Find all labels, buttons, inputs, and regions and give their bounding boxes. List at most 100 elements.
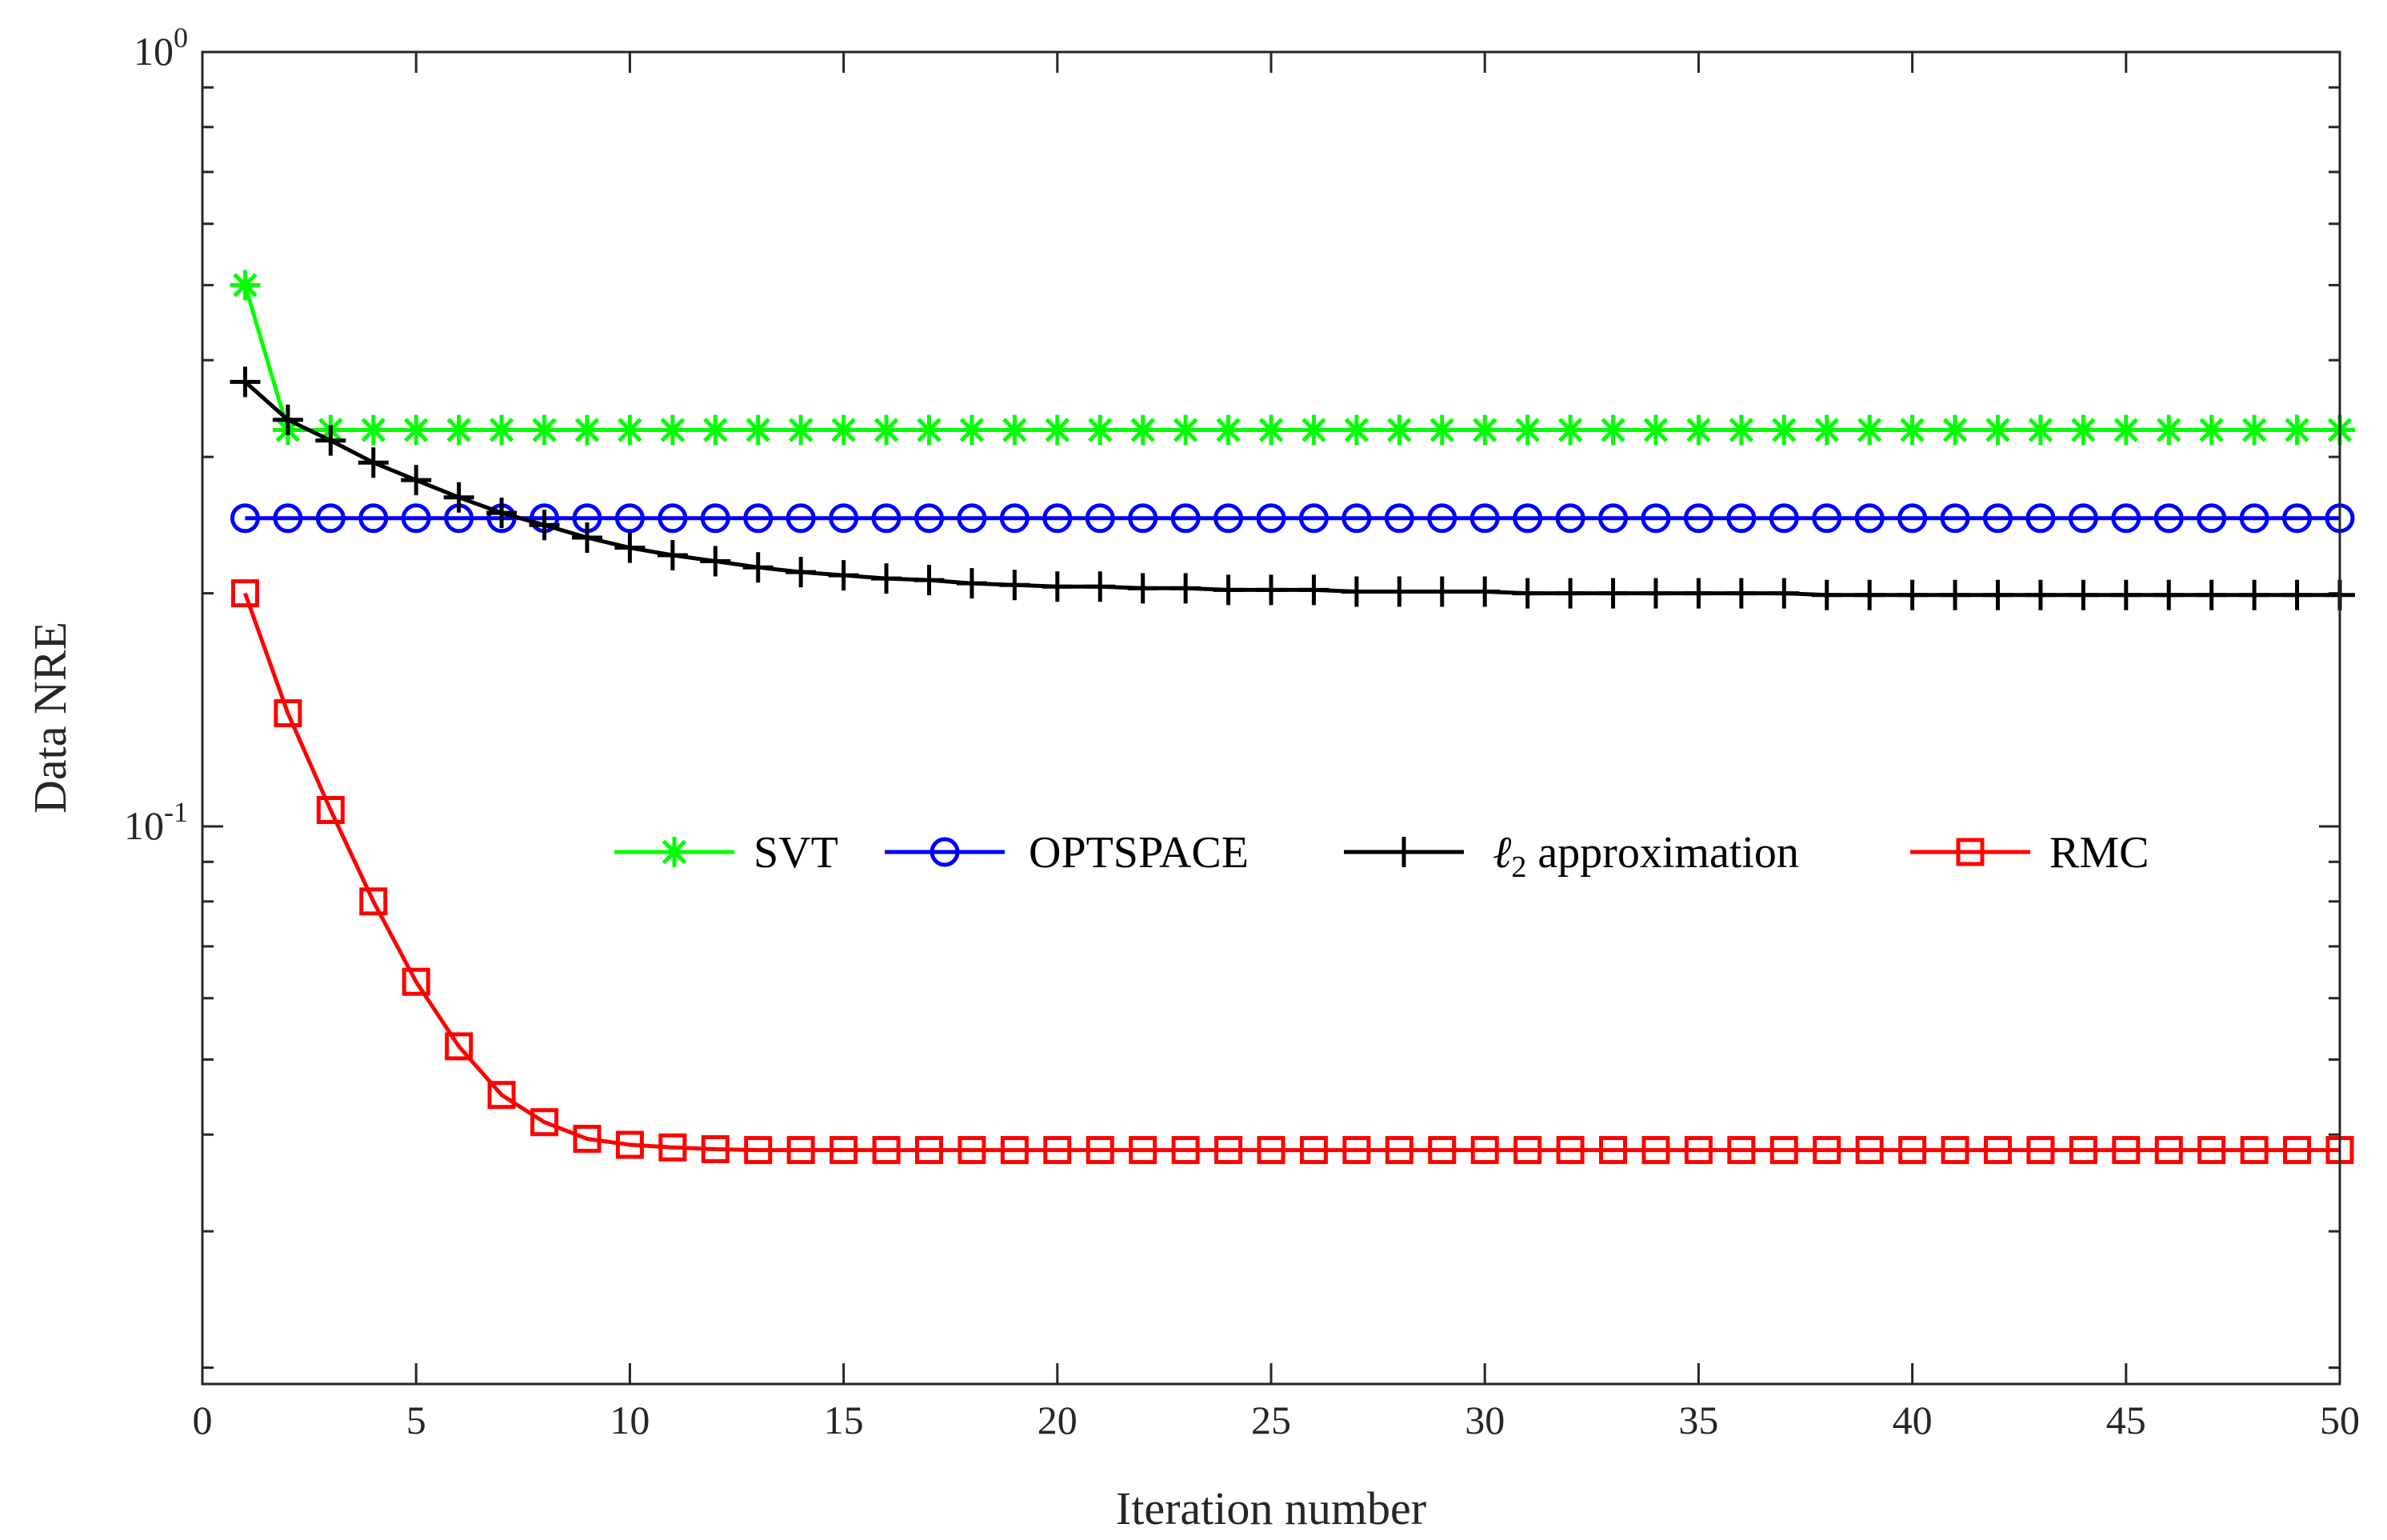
y-tick-base: 10	[134, 29, 174, 74]
legend-label-text: RMC	[2049, 828, 2149, 878]
data-point-square	[1941, 1136, 1969, 1165]
data-point-square	[958, 1136, 986, 1165]
legend-entry: RMC	[1910, 828, 2149, 878]
data-point-plus	[1811, 579, 1842, 610]
data-point-square	[1385, 1136, 1413, 1165]
data-point-square	[316, 795, 345, 824]
data-point-plus	[2110, 579, 2141, 610]
data-point-circle	[1982, 503, 2013, 534]
series-svt	[230, 270, 2355, 446]
data-point-asterisk	[1897, 414, 1928, 446]
data-point-plus	[956, 568, 987, 599]
data-point-circle	[1641, 503, 1671, 534]
data-point-plus	[914, 565, 945, 596]
data-point-plus	[1640, 578, 1671, 609]
data-point-circle	[2153, 503, 2184, 534]
data-point-square	[1299, 1136, 1328, 1165]
x-axis-label: Iteration number	[1116, 1482, 1426, 1534]
data-point-square	[445, 1032, 474, 1061]
x-tick-label: 15	[824, 1398, 864, 1442]
data-point-plus	[1597, 578, 1629, 609]
data-point-plus	[1256, 574, 1286, 606]
data-point-square	[744, 1136, 773, 1165]
data-point-plus	[529, 510, 560, 541]
legend-marker-circle	[930, 837, 960, 867]
data-point-circle	[315, 503, 346, 534]
data-point-square	[1813, 1136, 1841, 1165]
data-point-plus	[272, 404, 303, 435]
data-point-square	[1428, 1136, 1457, 1165]
data-point-square	[786, 1136, 815, 1165]
data-point-plus	[657, 539, 688, 570]
legend-label-subscript: 2	[1511, 850, 1526, 884]
data-point-circle	[1683, 503, 1713, 534]
data-point-circle	[2068, 503, 2098, 534]
data-point-plus	[2153, 579, 2185, 610]
legend-entry: SVT	[614, 828, 838, 878]
data-point-square	[1983, 1136, 2012, 1165]
data-point-asterisk	[1256, 414, 1286, 446]
data-point-plus	[786, 557, 817, 588]
data-point-square	[2112, 1136, 2141, 1165]
data-point-square	[2283, 1136, 2312, 1165]
data-point-plus	[1341, 576, 1372, 607]
data-point-circle	[914, 503, 944, 534]
data-point-square	[914, 1136, 943, 1165]
data-point-square	[1599, 1136, 1628, 1165]
data-point-circle	[999, 503, 1030, 534]
data-point-asterisk	[1683, 414, 1714, 446]
data-point-asterisk	[2025, 414, 2056, 446]
y-tick-exponent: -1	[164, 796, 188, 828]
data-point-circle	[1085, 503, 1115, 534]
legend-label-text: ℓ	[1493, 828, 1512, 878]
data-point-asterisk	[786, 414, 817, 446]
legend-entry: OPTSPACE	[885, 828, 1249, 878]
x-tick-label: 10	[610, 1398, 650, 1442]
data-point-asterisk	[230, 270, 261, 301]
data-point-plus	[2025, 579, 2056, 610]
data-point-circle	[1170, 503, 1201, 534]
plot-area	[202, 52, 2340, 1384]
y-tick-exponent: 0	[174, 22, 188, 54]
data-point-square	[701, 1134, 730, 1163]
data-point-circle	[2282, 503, 2313, 534]
data-point-plus	[1897, 579, 1928, 610]
data-point-square	[872, 1136, 901, 1165]
data-point-circle	[1042, 503, 1073, 534]
data-point-plus	[230, 366, 261, 398]
data-point-square	[2154, 1136, 2183, 1165]
data-point-square	[1342, 1136, 1371, 1165]
data-point-circle	[614, 503, 645, 534]
legend-label: RMC	[2049, 828, 2149, 878]
data-point-asterisk	[1640, 414, 1671, 446]
data-point-square	[1855, 1136, 1884, 1165]
series-l2-approximation	[230, 366, 2355, 610]
data-point-asterisk	[529, 414, 560, 446]
data-point-circle	[1513, 503, 1543, 534]
legend-label: SVT	[754, 828, 838, 878]
x-tick-label: 40	[1893, 1398, 1933, 1442]
data-point-circle	[658, 503, 688, 534]
data-point-square	[830, 1136, 858, 1165]
data-point-circle	[1128, 503, 1158, 534]
x-tick-label: 50	[2320, 1398, 2360, 1442]
data-point-square	[1556, 1136, 1585, 1165]
data-point-circle	[871, 503, 902, 534]
data-point-circle	[273, 503, 303, 534]
data-point-circle	[1427, 503, 1457, 534]
data-point-square	[1727, 1136, 1756, 1165]
data-point-circle	[786, 503, 816, 534]
data-point-asterisk	[1085, 414, 1116, 446]
legend-marker-square	[1956, 838, 1985, 866]
data-point-asterisk	[999, 414, 1030, 446]
data-point-asterisk	[1940, 414, 1971, 446]
series-rmc	[230, 579, 2354, 1165]
legend-label: ℓ2 approximation	[1493, 828, 1799, 884]
data-point-circle	[1256, 503, 1286, 534]
data-point-plus	[871, 563, 902, 594]
data-point-square	[2069, 1136, 2097, 1165]
data-point-circle	[957, 503, 987, 534]
series-optspace	[230, 503, 2355, 534]
legend-label: OPTSPACE	[1029, 828, 1249, 878]
y-tick-base: 10	[124, 803, 164, 848]
